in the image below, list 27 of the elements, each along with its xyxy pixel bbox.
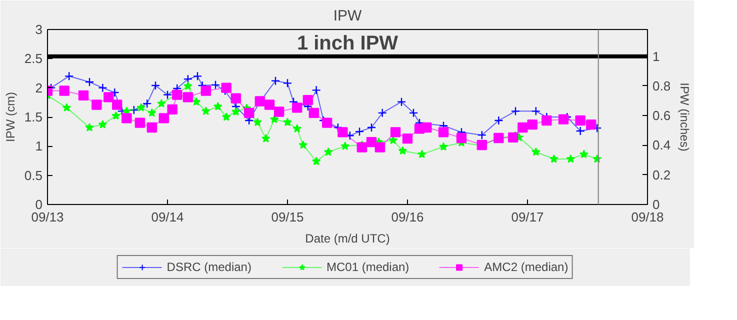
y2-tick-label: 0.4 — [652, 138, 671, 153]
y-tick-label: 3 — [35, 22, 43, 37]
y-tick-label: 0 — [35, 197, 43, 212]
y-tick-label: 2.5 — [24, 51, 43, 66]
x-tick-label: 09/14 — [151, 210, 184, 224]
y2-tick-label: 0 — [652, 197, 660, 212]
x-tick-label: 09/18 — [631, 210, 664, 224]
y2-tick-label: 0.2 — [652, 167, 671, 182]
y-tick-label: 1 — [35, 138, 43, 154]
y-tick-label: 0.5 — [24, 168, 43, 183]
x-tick-label: 09/17 — [511, 210, 544, 224]
ref-line-label: 1 inch IPW — [296, 32, 398, 54]
legend-label: DSRC (median) — [166, 260, 252, 274]
chart-title: IPW — [333, 8, 363, 24]
x-axis-title: Date (m/d UTC) — [305, 232, 390, 246]
legend-label: MC01 (median) — [326, 260, 410, 274]
x-tick-label: 09/13 — [31, 210, 64, 224]
legend-label: AMC2 (median) — [484, 260, 568, 274]
y2-tick-label: 0.8 — [652, 78, 671, 94]
y2-tick-label: 0.6 — [652, 108, 671, 124]
y2-axis-title: IPW (inches) — [678, 82, 692, 152]
y-axis-title: IPW (cm) — [3, 92, 18, 142]
y-tick-label: 1.5 — [24, 110, 43, 124]
y-tick-label: 2 — [35, 80, 43, 96]
x-tick-label: 09/15 — [271, 210, 304, 224]
y2-tick-label: 1 — [652, 48, 660, 64]
x-tick-label: 09/16 — [391, 210, 424, 224]
